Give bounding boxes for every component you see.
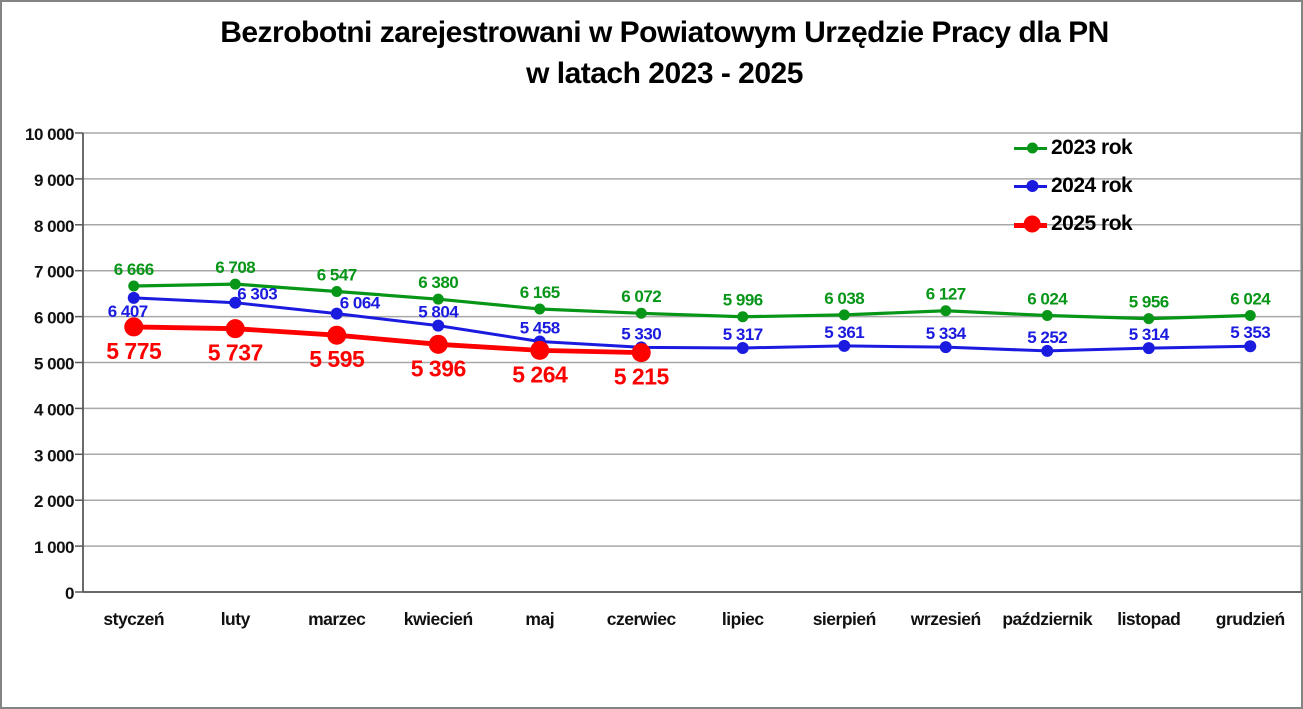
data-point-2023 [331, 285, 343, 297]
chart-title-line2: w latach 2023 - 2025 [526, 57, 803, 90]
data-point-2023 [838, 309, 850, 321]
series-line-2025-rok [131, 324, 644, 356]
data-point-2024 [1244, 340, 1257, 353]
x-axis-label: maj [525, 609, 554, 629]
data-label-2024: 5 458 [520, 318, 560, 337]
x-axis-label: wrzesień [910, 609, 981, 629]
data-label-2024: 5 361 [824, 323, 864, 342]
data-label-2023: 6 165 [520, 283, 560, 302]
data-point-2024 [939, 341, 952, 354]
legend-item-2024: 2024 rok [1014, 167, 1133, 205]
series-line-2023-rok [132, 282, 1252, 321]
data-label-2025: 5 264 [512, 361, 568, 387]
legend-marker-2025-icon [1014, 214, 1051, 234]
x-axis-label: październik [1002, 609, 1093, 629]
data-label-2024: 5 330 [621, 324, 661, 343]
legend-marker-2024-icon [1014, 176, 1051, 196]
data-label-2023: 6 127 [926, 285, 966, 304]
series-line-2024-rok [132, 296, 1252, 353]
data-label-2024: 5 314 [1129, 325, 1170, 344]
data-label-2024: 5 317 [723, 325, 763, 344]
data-point-2023 [737, 311, 749, 323]
data-label-2024: 5 252 [1027, 328, 1067, 347]
data-label-2023: 6 038 [824, 289, 864, 308]
y-axis-tick-label: 1 000 [34, 538, 74, 557]
legend-item-2025: 2025 rok [1014, 205, 1133, 243]
data-label-2024: 5 804 [418, 303, 459, 322]
data-point-2024 [1142, 342, 1155, 355]
data-label-2023: 6 708 [215, 258, 255, 277]
data-label-2024: 5 353 [1230, 323, 1270, 342]
data-point-2024 [432, 319, 445, 332]
x-axis-label: czerwiec [607, 609, 677, 629]
data-point-2023 [534, 303, 546, 315]
x-axis-label: lipiec [722, 609, 765, 629]
y-axis-tick-label: 10 000 [25, 125, 74, 144]
data-label-2023: 6 666 [114, 260, 154, 279]
data-point-2023 [128, 280, 140, 292]
legend-item-2023: 2023 rok [1014, 129, 1133, 167]
data-label-2023: 6 380 [418, 273, 458, 292]
legend-label-2023: 2023 rok [1051, 136, 1133, 159]
data-label-2025: 5 595 [309, 346, 365, 372]
data-label-2023: 6 072 [621, 287, 661, 306]
x-axis-label: styczeń [103, 609, 164, 629]
data-point-2024 [127, 291, 140, 304]
data-point-2024 [736, 341, 749, 354]
data-point-2023 [1143, 313, 1155, 325]
data-point-2024 [229, 296, 242, 309]
data-label-2024: 6 407 [108, 302, 148, 321]
y-axis-tick-label: 5 000 [34, 354, 74, 373]
data-label-2025: 5 396 [411, 355, 466, 381]
y-axis-tick-label: 7 000 [34, 263, 74, 282]
data-point-2023 [1041, 309, 1053, 321]
data-point-2025 [327, 325, 347, 345]
data-point-2023 [229, 278, 241, 290]
x-axis-label: kwiecień [404, 609, 473, 629]
chart-legend: 2023 rok 2024 rok 2025 rok [1014, 129, 1133, 243]
y-axis-tick-label: 6 000 [34, 309, 74, 328]
y-axis-tick-label: 2 000 [34, 492, 74, 511]
data-point-2024 [838, 339, 851, 352]
data-point-2023 [432, 293, 444, 305]
x-axis-label: grudzień [1216, 609, 1285, 629]
data-label-2025: 5 775 [106, 338, 162, 364]
data-point-2023 [940, 305, 952, 317]
data-label-2024: 6 303 [237, 285, 277, 304]
x-axis-label: sierpień [813, 609, 876, 629]
chart-title-line1: Bezrobotni zarejestrowani w Powiatowym U… [220, 16, 1109, 49]
data-label-2023: 6 024 [1230, 289, 1271, 308]
legend-label-2024: 2024 rok [1051, 174, 1133, 197]
data-label-2023: 5 996 [723, 291, 763, 310]
data-point-2025 [225, 319, 245, 339]
chart-title: Bezrobotni zarejestrowani w Powiatowym U… [2, 12, 1301, 94]
data-point-2023 [635, 307, 647, 319]
y-axis-tick-label: 0 [65, 584, 74, 603]
x-axis-label: marzec [308, 609, 366, 629]
y-axis-tick-label: 4 000 [34, 400, 74, 419]
data-point-2025 [428, 334, 448, 354]
x-axis-label: luty [221, 609, 251, 629]
y-axis-tick-label: 8 000 [34, 217, 74, 236]
data-label-2023: 6 024 [1027, 289, 1068, 308]
data-label-2025: 5 737 [208, 340, 263, 366]
data-point-2024 [330, 307, 343, 320]
data-label-2023: 6 547 [317, 265, 357, 284]
data-label-2024: 6 064 [340, 294, 381, 313]
data-label-2025: 5 215 [614, 364, 670, 390]
x-axis-label: listopad [1117, 609, 1180, 629]
legend-label-2025: 2025 rok [1051, 212, 1133, 235]
data-label-2023: 5 956 [1129, 293, 1169, 312]
data-point-2024 [1041, 344, 1054, 357]
data-point-2025 [631, 343, 651, 363]
data-point-2023 [1244, 309, 1256, 321]
data-label-2024: 5 334 [926, 324, 967, 343]
data-point-2025 [530, 340, 550, 360]
legend-marker-2023-icon [1014, 138, 1051, 158]
y-axis-tick-label: 3 000 [34, 446, 74, 465]
data-point-2025 [124, 317, 144, 337]
y-axis-tick-label: 9 000 [34, 171, 74, 190]
